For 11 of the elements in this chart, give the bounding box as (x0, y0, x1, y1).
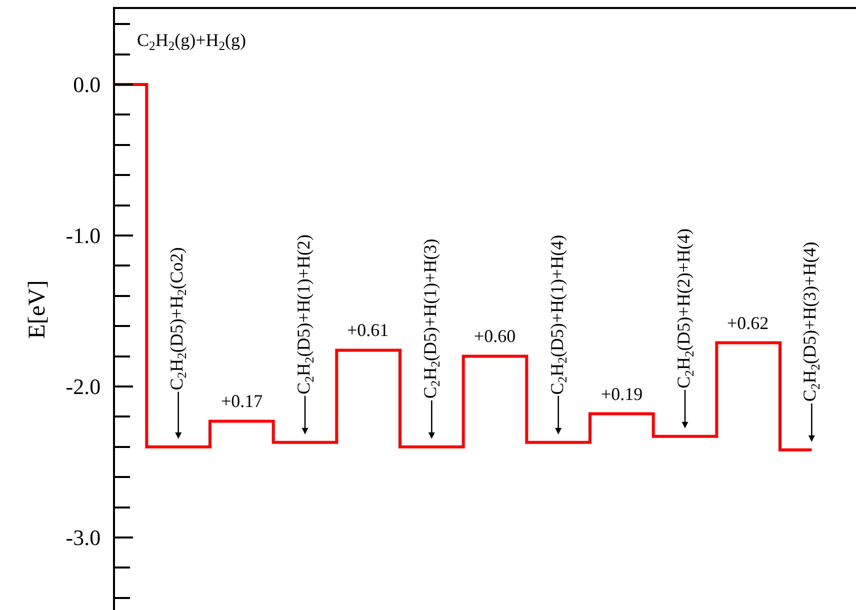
y-tick-label: 0.0 (73, 72, 101, 98)
annotation: C$_{2}$H$_{2}$(g)+H$_{2}$(g) (137, 30, 246, 53)
y-tick-label: -1.0 (66, 223, 101, 248)
annotation: +0.61 (347, 320, 389, 340)
y-axis-title: E[eV] (24, 280, 50, 339)
y-tick-label: -2.0 (66, 374, 101, 400)
annotation: +0.60 (474, 326, 516, 346)
annotation: +0.62 (727, 313, 769, 333)
annotation: +0.19 (601, 384, 643, 404)
y-tick-label: -3.0 (66, 525, 101, 550)
annotation: +0.17 (221, 391, 263, 411)
